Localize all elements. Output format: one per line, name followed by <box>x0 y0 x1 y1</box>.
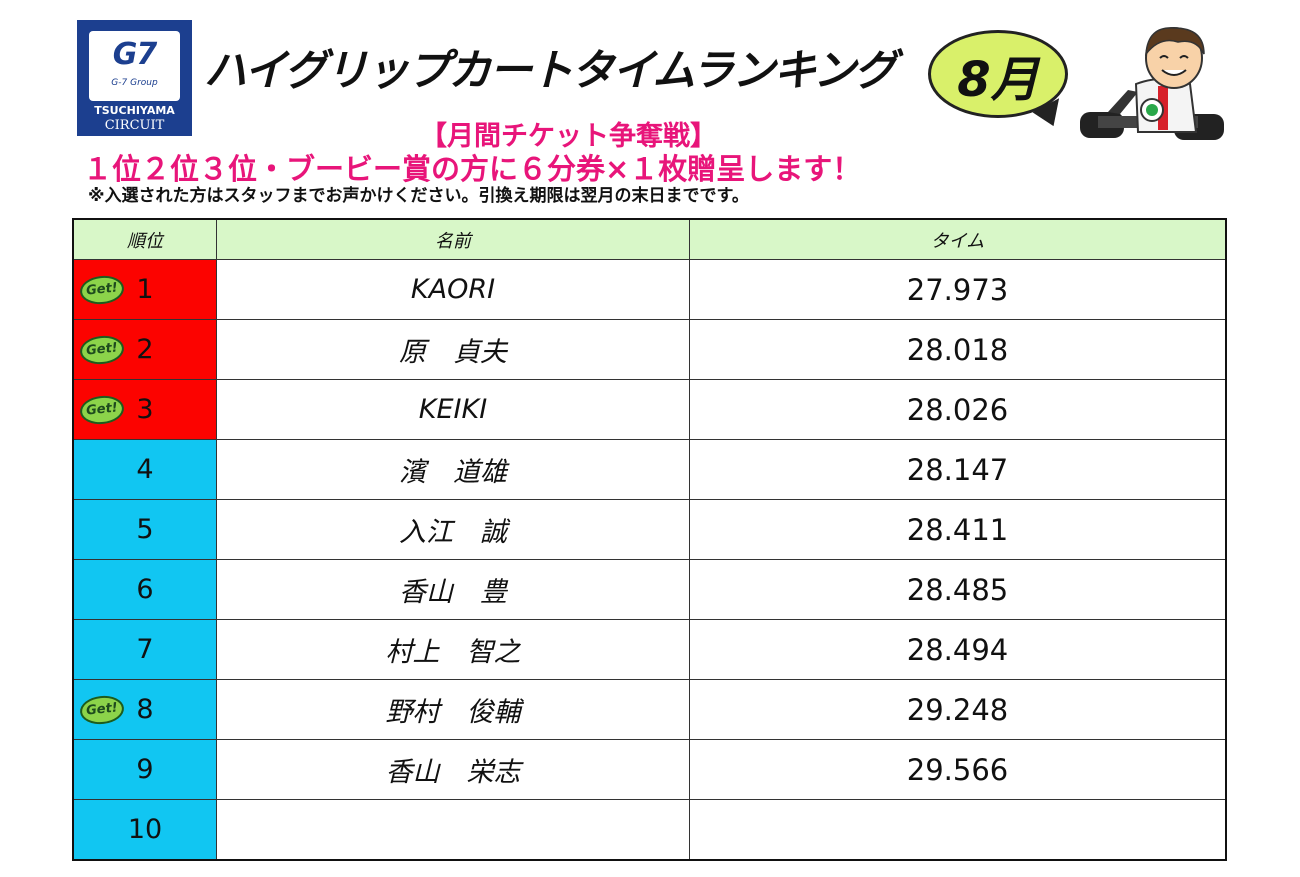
notice-text: ※入選された方はスタッフまでお声かけください。引換え期限は翌月の末日までです。 <box>88 186 749 206</box>
rank-cell: 6 <box>72 559 217 620</box>
rank-cell: Get! 3 <box>72 379 217 440</box>
table-row: Get! 2 原 貞夫 28.018 <box>72 319 1227 380</box>
rank-cell: Get! 8 <box>72 679 217 740</box>
time-cell <box>689 799 1227 861</box>
ranking-body: Get! 1 KAORI 27.973 Get! 2 原 貞夫 28.018 Get! 3 KEIK… <box>72 259 1227 861</box>
rank-number: 3 <box>136 394 154 425</box>
month-label: 8月 <box>957 52 1039 108</box>
campaign-subtitle: 【月間チケット争奪戦】 <box>420 121 717 152</box>
rank-cell: 5 <box>72 499 217 560</box>
rank-number: 2 <box>136 334 154 365</box>
table-row: Get! 8 野村 俊輔 29.248 <box>72 679 1227 740</box>
time-cell: 28.494 <box>689 619 1227 680</box>
name-cell: KAORI <box>216 259 690 320</box>
table-row: 7 村上 智之 28.494 <box>72 619 1227 680</box>
name-cell: KEIKI <box>216 379 690 440</box>
time-cell: 28.411 <box>689 499 1227 560</box>
name-cell: 香山 栄志 <box>216 739 690 800</box>
get-badge-icon: Get! <box>78 393 126 426</box>
table-row: 6 香山 豊 28.485 <box>72 559 1227 620</box>
logo-brand: G7 <box>112 37 157 72</box>
rank-number: 8 <box>136 694 154 725</box>
name-cell: 原 貞夫 <box>216 319 690 380</box>
rank-cell: 9 <box>72 739 217 800</box>
header-name: 名前 <box>216 218 690 260</box>
table-row: Get! 3 KEIKI 28.026 <box>72 379 1227 440</box>
rank-cell: Get! 1 <box>72 259 217 320</box>
award-text: １位２位３位・ブービー賞の方に６分券×１枚贈呈します！ <box>83 152 862 186</box>
name-cell: 香山 豊 <box>216 559 690 620</box>
name-cell: 濱 道雄 <box>216 439 690 500</box>
rank-cell: 4 <box>72 439 217 500</box>
rank-number: 4 <box>136 454 154 485</box>
logo-line1: TSUCHIYAMA <box>94 104 175 117</box>
time-cell: 27.973 <box>689 259 1227 320</box>
ranking-table: 順位 名前 タイム Get! 1 KAORI 27.973 Get! 2 原 貞夫 28.01… <box>72 218 1227 861</box>
g7-logo-icon: G7 G-7 Group TSUCHIYAMA CIRCUIT <box>77 20 192 136</box>
table-row: Get! 1 KAORI 27.973 <box>72 259 1227 320</box>
rank-number: 9 <box>136 754 154 785</box>
header-rank: 順位 <box>72 218 217 260</box>
get-badge-icon: Get! <box>78 273 126 306</box>
rank-number: 7 <box>136 634 154 665</box>
get-badge-icon: Get! <box>78 693 126 726</box>
rank-cell: 10 <box>72 799 217 861</box>
rank-number: 1 <box>136 274 154 305</box>
logo-line2: CIRCUIT <box>104 118 165 133</box>
name-cell: 村上 智之 <box>216 619 690 680</box>
header-time: タイム <box>689 218 1227 260</box>
rank-number: 10 <box>127 814 163 845</box>
name-cell: 入江 誠 <box>216 499 690 560</box>
name-cell: 野村 俊輔 <box>216 679 690 740</box>
time-cell: 28.018 <box>689 319 1227 380</box>
logo-mark: G7 G-7 Group <box>89 31 180 101</box>
racer-character-icon <box>1080 27 1224 140</box>
name-cell <box>216 799 690 861</box>
rank-cell: Get! 2 <box>72 319 217 380</box>
time-cell: 29.248 <box>689 679 1227 740</box>
table-header-row: 順位 名前 タイム <box>72 218 1227 260</box>
time-cell: 28.026 <box>689 379 1227 440</box>
get-badge-icon: Get! <box>78 333 126 366</box>
rank-cell: 7 <box>72 619 217 680</box>
rank-number: 6 <box>136 574 154 605</box>
time-cell: 28.147 <box>689 439 1227 500</box>
table-row: 10 <box>72 799 1227 861</box>
time-cell: 29.566 <box>689 739 1227 800</box>
logo-group: G-7 Group <box>111 78 158 88</box>
table-row: 9 香山 栄志 29.566 <box>72 739 1227 800</box>
time-cell: 28.485 <box>689 559 1227 620</box>
speech-bubble-icon <box>928 30 1068 118</box>
rank-number: 5 <box>136 514 154 545</box>
table-row: 5 入江 誠 28.411 <box>72 499 1227 560</box>
page-title: ハイグリップカートタイムランキング <box>204 46 897 96</box>
table-row: 4 濱 道雄 28.147 <box>72 439 1227 500</box>
